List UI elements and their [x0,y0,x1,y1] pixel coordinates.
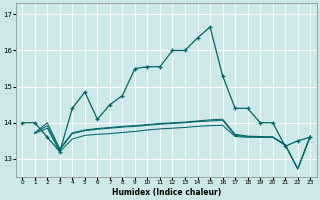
X-axis label: Humidex (Indice chaleur): Humidex (Indice chaleur) [112,188,221,197]
